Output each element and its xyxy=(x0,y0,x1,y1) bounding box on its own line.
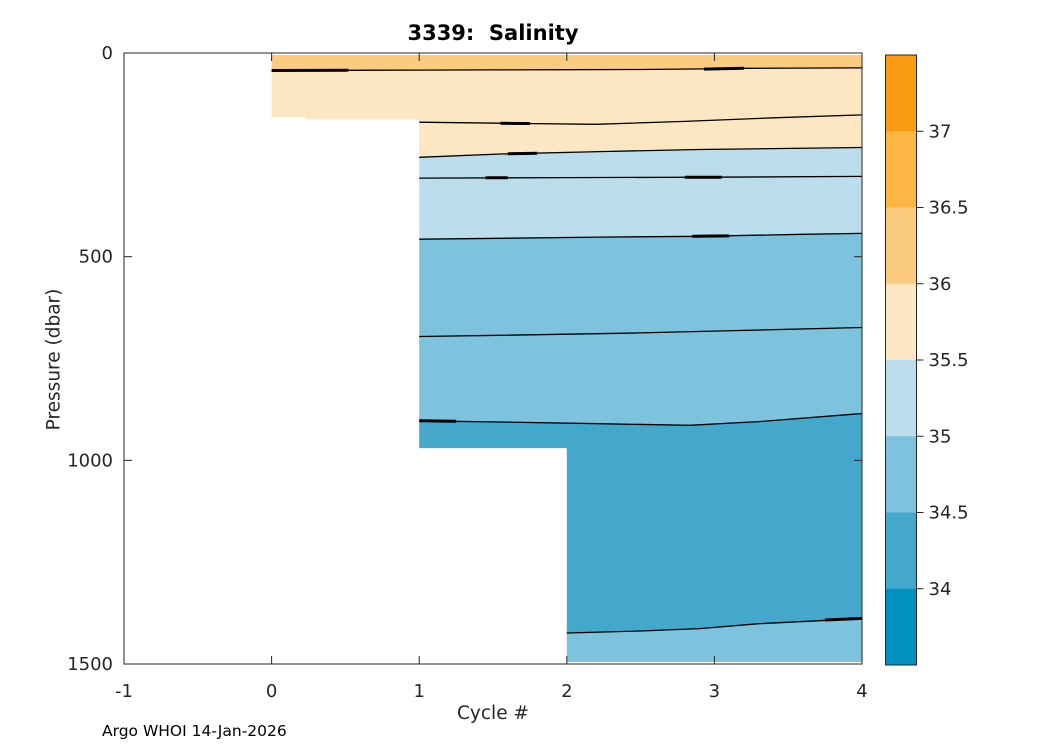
y-tick-label: 0 xyxy=(102,43,113,64)
colorbar-band-33.5-34 xyxy=(885,588,917,666)
y-tick-label: 1500 xyxy=(67,654,113,675)
colorbar-band-37-37.5 xyxy=(885,55,917,132)
colorbar-band-36-36.5 xyxy=(885,207,917,285)
x-tick-label: 2 xyxy=(561,681,572,702)
contour-line-34.5 xyxy=(419,412,863,426)
contour-band-34.5-35.0-deep xyxy=(566,618,862,662)
y-axis-label: Pressure (dbar) xyxy=(43,288,65,431)
x-tick-label: 1 xyxy=(413,681,424,702)
contour-band-34.0-34.5 xyxy=(419,413,862,633)
contour-line-34.75 xyxy=(419,326,863,338)
caption: Argo WHOI 14-Jan-2026 xyxy=(102,722,287,740)
colorbar-tick-label: 36.5 xyxy=(929,198,969,219)
x-tick-label: 4 xyxy=(856,681,867,702)
colorbar-band-35.5-36 xyxy=(885,283,917,361)
page-title: 3339: Salinity xyxy=(407,21,579,45)
colorbar-tick-label: 36 xyxy=(929,274,952,295)
colorbar-tick-label: 35.5 xyxy=(929,350,969,371)
colorbar-tick-label: 34 xyxy=(929,579,952,600)
colorbar-band-34.5-35 xyxy=(885,436,917,513)
y-tick-label: 1000 xyxy=(67,450,113,471)
x-tick-label: -1 xyxy=(115,681,133,702)
contour-line-34.5 xyxy=(566,617,863,634)
contour-band-34.5-35.0-upper xyxy=(419,233,862,426)
colorbar-band-35-35.5 xyxy=(885,360,917,437)
contour-band-35.0-35.5 xyxy=(419,147,862,240)
x-tick-label: 3 xyxy=(709,681,720,702)
x-tick-label: 0 xyxy=(266,681,277,702)
axes-frame xyxy=(123,52,863,665)
colorbar-tick-label: 37 xyxy=(929,121,952,142)
colorbar-tick-label: 34.5 xyxy=(929,503,969,524)
contour-line-thick-34.5 xyxy=(825,616,863,622)
colorbar-tick-label: 35 xyxy=(929,426,952,447)
contour-line-thick-35.5 xyxy=(507,151,538,156)
contour-line-35.5 xyxy=(419,146,863,158)
contour-line-35 xyxy=(419,232,863,240)
colorbar-band-36.5-37 xyxy=(885,131,917,208)
contour-band-35.5-36.0 xyxy=(271,67,863,158)
x-axis-label: Cycle # xyxy=(457,703,529,724)
contour-line-thick-36 xyxy=(704,66,744,71)
colorbar-band-34-34.5 xyxy=(885,512,917,590)
y-tick-label: 500 xyxy=(79,247,113,268)
